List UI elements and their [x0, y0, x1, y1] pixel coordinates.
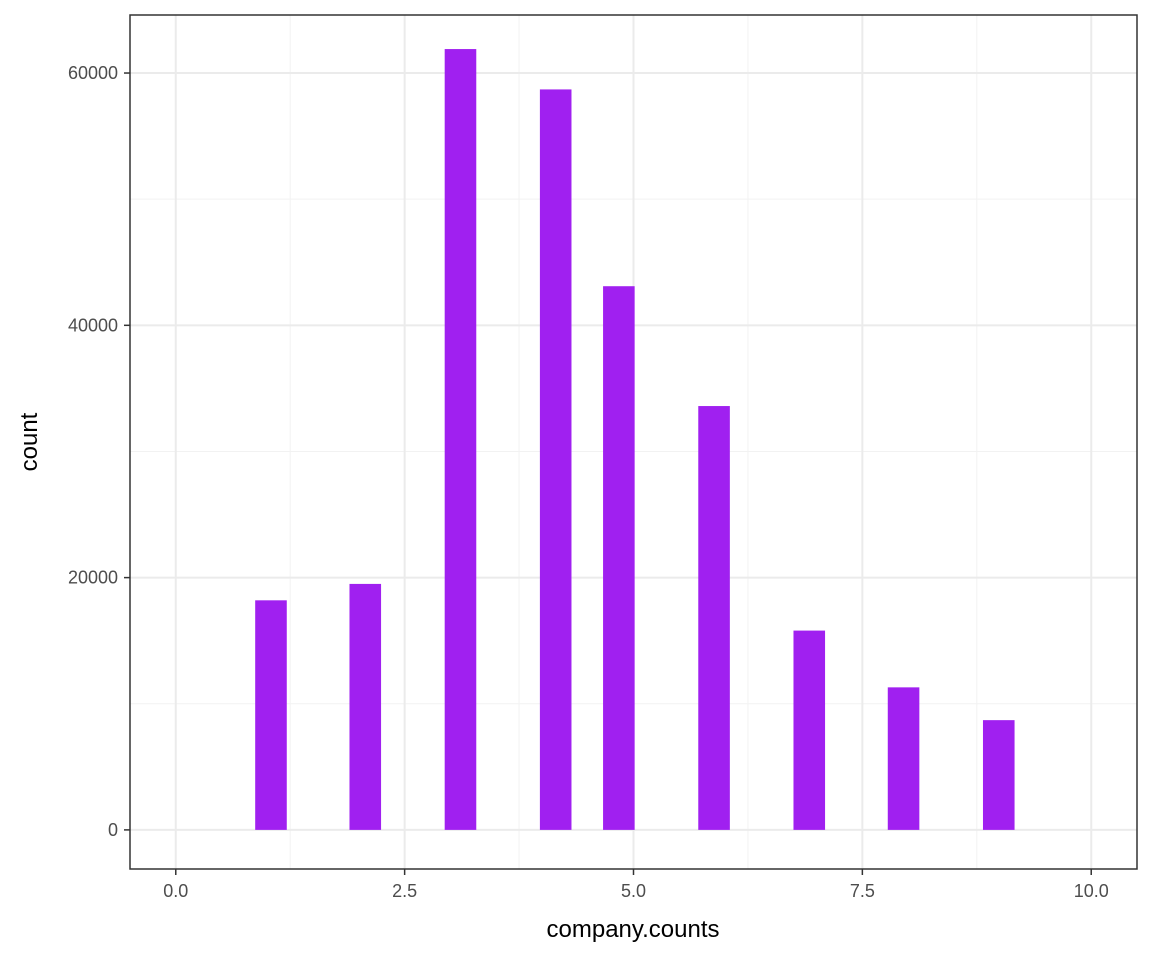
bar [255, 600, 287, 830]
bar [793, 630, 826, 830]
y-tick-label: 20000 [68, 568, 118, 588]
y-tick-label: 60000 [68, 63, 118, 83]
x-axis-title: company.counts [547, 916, 720, 943]
y-axis-title: count [16, 412, 43, 471]
axes: 0.0 2.5 5.0 7.5 10.0 0 20000 40000 60000 [68, 14, 1138, 901]
bar [444, 49, 477, 830]
y-tick-label: 40000 [68, 315, 118, 335]
bar [539, 89, 572, 830]
bar [349, 583, 382, 830]
x-tick-label: 5.0 [621, 881, 646, 901]
bar [603, 286, 635, 830]
y-tick-label: 0 [108, 820, 118, 840]
x-tick-label: 7.5 [850, 881, 875, 901]
x-tick-label: 10.0 [1074, 881, 1109, 901]
bars [255, 49, 1015, 830]
x-tick-label: 2.5 [392, 881, 417, 901]
x-tick-label: 0.0 [163, 881, 188, 901]
bar [887, 687, 920, 830]
bar [982, 720, 1015, 830]
bar [698, 406, 730, 830]
